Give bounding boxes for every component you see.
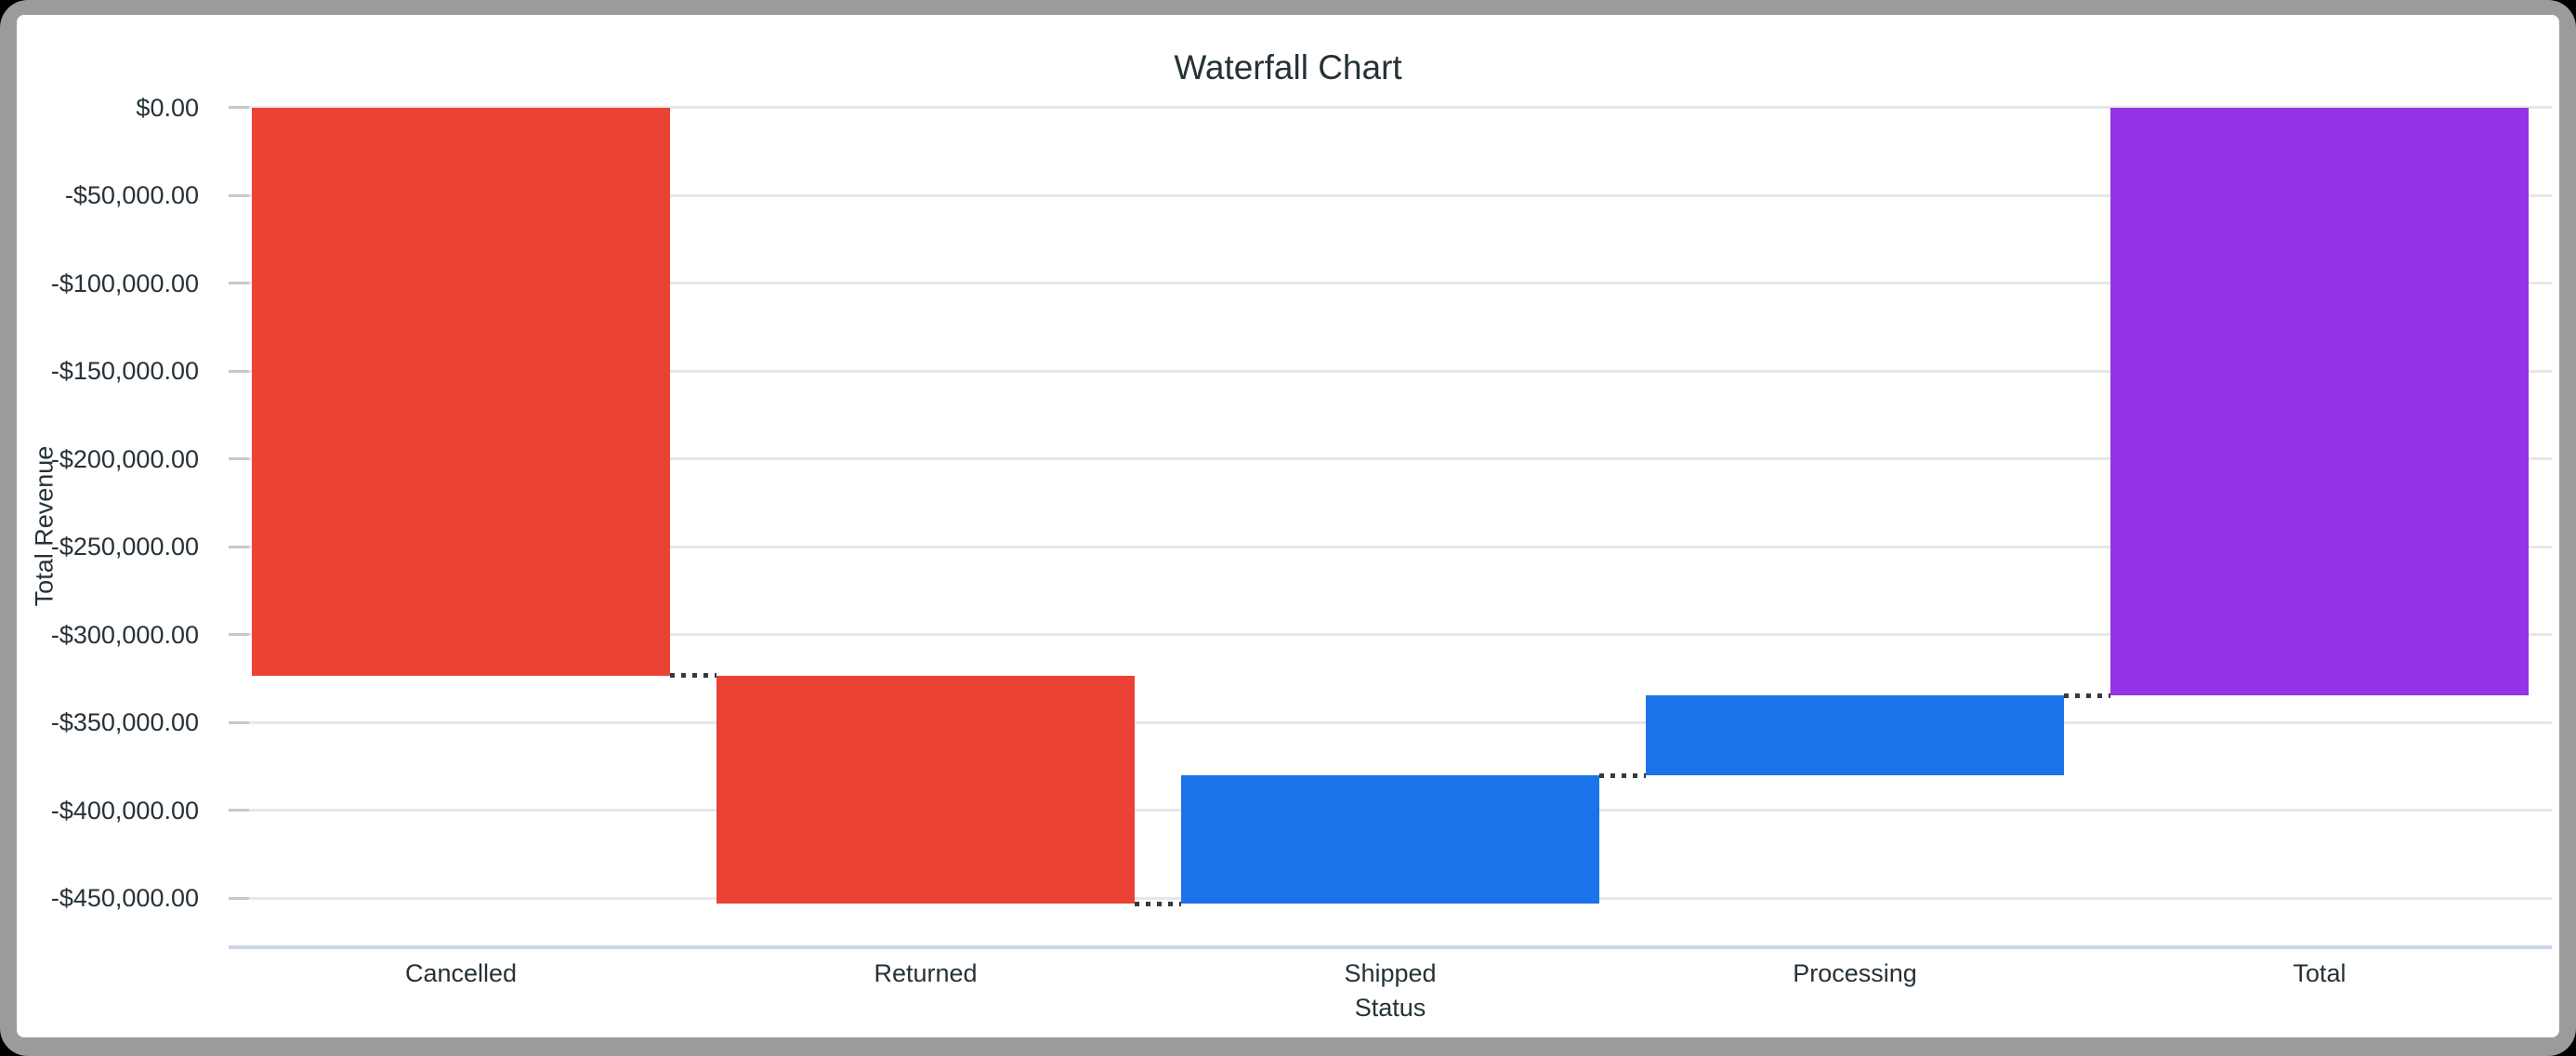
x-tick-label-shipped: Shipped [1344,959,1437,987]
y-tick-label: -$150,000.00 [50,357,199,385]
y-gridline [229,369,2552,373]
y-gridline [229,457,2552,460]
x-tick-label-total: Total [2293,959,2346,987]
y-tick-label: -$200,000.00 [50,444,199,473]
waterfall-connector [670,673,716,679]
chart-card: Waterfall Chart Total Revenue $0.00 -$50,… [17,15,2559,1037]
chart-title: Waterfall Chart [1174,48,1402,86]
y-tick-mark [229,633,249,636]
x-tick-label-returned: Returned [874,959,978,987]
y-gridline [229,193,2552,197]
bar-processing[interactable] [1646,695,2064,776]
x-axis-line [229,945,2552,949]
y-tick-mark [229,809,249,812]
y-tick-label: -$250,000.00 [50,533,199,561]
bar-total[interactable] [2110,107,2529,696]
y-gridline [229,720,2552,724]
y-tick-label: -$50,000.00 [64,181,199,209]
y-gridline [229,545,2552,548]
y-tick-label: -$350,000.00 [50,708,199,736]
y-tick-mark [229,106,249,109]
y-gridline [229,106,2552,109]
y-tick-mark [229,896,249,900]
y-tick-label: -$450,000.00 [50,884,199,912]
y-tick-mark [229,457,249,460]
y-tick-label: -$300,000.00 [50,620,199,649]
waterfall-connector [1599,772,1646,778]
y-tick-mark [229,282,249,284]
y-gridline [229,282,2552,284]
plot-area: $0.00 -$50,000.00 -$100,000.00 -$150,000.00… [17,15,2559,1037]
y-tick-mark [229,193,249,197]
y-tick-mark [229,720,249,724]
x-tick-label-cancelled: Cancelled [404,959,518,987]
y-tick-label: -$100,000.00 [50,269,199,297]
bar-returned[interactable] [716,675,1135,904]
y-tick-mark [229,545,249,548]
y-tick-label: -$400,000.00 [50,796,199,825]
waterfall-connector [1135,901,1181,906]
y-tick-mark [229,369,249,373]
bar-cancelled[interactable] [252,107,670,676]
waterfall-connector [2064,693,2110,698]
x-tick-label-processing: Processing [1793,959,1917,987]
y-gridline [229,633,2552,636]
bar-shipped[interactable] [1181,775,1599,904]
y-tick-label: $0.00 [136,93,199,122]
x-axis-title: Status [1354,994,1426,1022]
